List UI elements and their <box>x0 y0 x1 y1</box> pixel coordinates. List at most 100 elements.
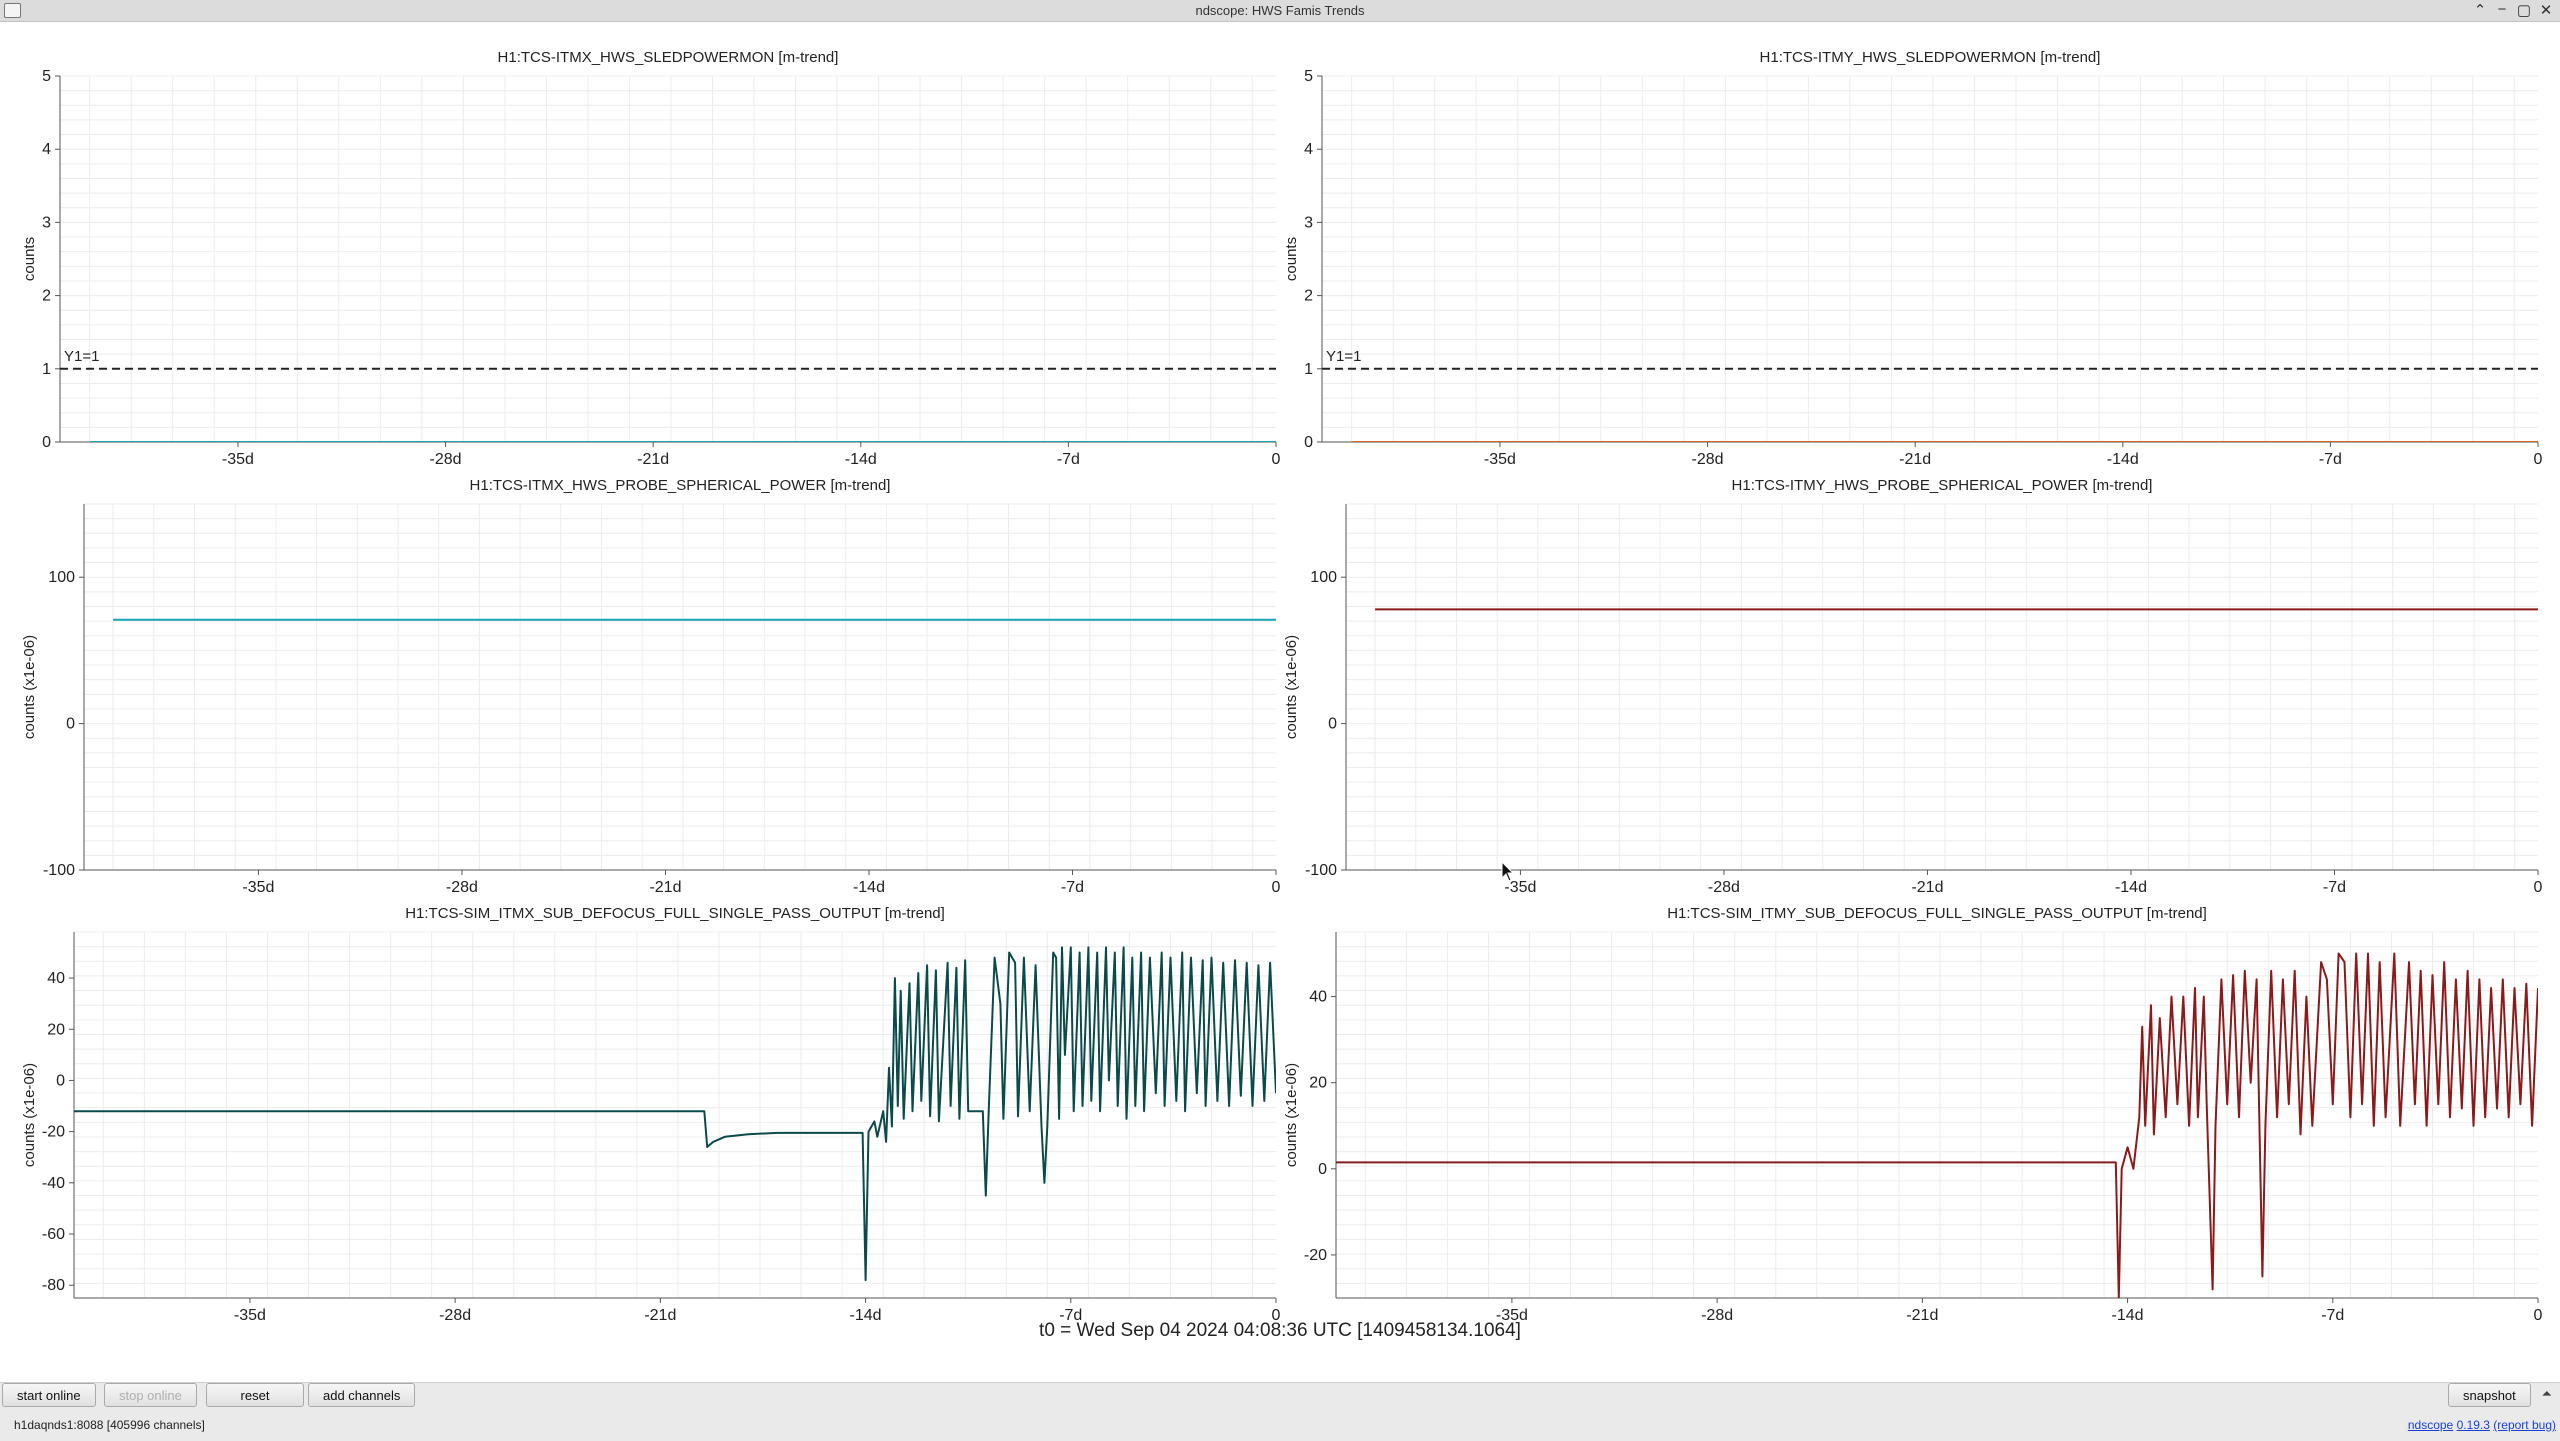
chart-panel-4[interactable]: H1:TCS-ITMY_HWS_PROBE_SPHERICAL_POWER [m… <box>1283 477 2543 896</box>
x-tick-label: 0 <box>2534 1307 2543 1324</box>
x-tick-label: 0 <box>2534 879 2543 896</box>
snapshot-button[interactable]: snapshot <box>2448 1383 2531 1407</box>
chart-panel-2[interactable]: H1:TCS-ITMY_HWS_SLEDPOWERMON [m-trend] 0 1… <box>1283 49 2543 468</box>
x-tick-label: -28d <box>1708 879 1740 896</box>
x-tick-label: -21d <box>649 879 681 896</box>
add-channels-button[interactable]: add channels <box>308 1383 416 1407</box>
x-tick-label: -35d <box>1504 879 1536 896</box>
x-tick-label: -7d <box>1057 451 1080 468</box>
mouse-cursor-icon <box>1501 860 1515 882</box>
y-tick-label: 1 <box>42 361 51 378</box>
x-tick-label: -28d <box>446 879 478 896</box>
grid <box>1336 931 2538 1299</box>
y-tick-label: 0 <box>42 434 51 451</box>
y-tick-label: -60 <box>42 1226 65 1243</box>
x-tick-label: -28d <box>430 451 462 468</box>
y-tick-label: -100 <box>1305 862 1337 879</box>
y-tick-label: 100 <box>1310 569 1337 586</box>
chart-panel-1[interactable]: H1:TCS-ITMX_HWS_SLEDPOWERMON [m-trend] 0 1… <box>21 49 1281 468</box>
x-tick-label: -28d <box>1701 1307 1733 1324</box>
x-tick-label: -14d <box>853 879 885 896</box>
app-icon <box>4 3 21 18</box>
threshold-label: Y1=1 <box>64 348 99 365</box>
y-tick-label: 3 <box>1304 214 1313 231</box>
control-bar <box>0 1382 2560 1441</box>
y-tick-label: 4 <box>1304 141 1313 158</box>
y-tick-label: 0 <box>1328 716 1337 733</box>
y-tick-label: 40 <box>1309 989 1327 1006</box>
x-tick-label: -21d <box>1911 879 1943 896</box>
x-tick-label: -35d <box>234 1307 266 1324</box>
x-tick-label: 0 <box>2534 451 2543 468</box>
y-tick-label: 0 <box>66 716 75 733</box>
y-tick-label: -20 <box>1304 1247 1327 1264</box>
start-online-button[interactable]: start online <box>2 1383 96 1407</box>
grid <box>84 503 1276 871</box>
ndscope-link[interactable]: ndscope <box>2407 1418 2454 1432</box>
x-tick-label: -35d <box>1496 1307 1528 1324</box>
chart-panel-3[interactable]: H1:TCS-ITMX_HWS_PROBE_SPHERICAL_POWER [m… <box>21 477 1281 896</box>
chart-title: H1:TCS-SIM_ITMX_SUB_DEFOCUS_FULL_SINGLE_… <box>405 905 945 922</box>
window-titlebar: ndscope: HWS Famis Trends ⌃ − ▢ ✕ <box>0 0 2560 22</box>
y-axis-label: counts <box>1283 237 1300 281</box>
y-tick-label: 3 <box>42 214 51 231</box>
x-tick-label: 0 <box>1272 451 1281 468</box>
x-tick-label: -21d <box>1906 1307 1938 1324</box>
y-tick-label: -40 <box>42 1175 65 1192</box>
threshold-label: Y1=1 <box>1326 348 1361 365</box>
stop-online-button: stop online <box>104 1383 197 1407</box>
y-axis-label: counts (x1e-06) <box>1283 1063 1300 1167</box>
version-link[interactable]: 0.19.3 <box>2456 1418 2490 1432</box>
chart-title: H1:TCS-ITMX_HWS_PROBE_SPHERICAL_POWER [m… <box>470 477 891 494</box>
t0-label: t0 = Wed Sep 04 2024 04:08:36 UTC [14094… <box>1039 1320 1521 1341</box>
chart-title: H1:TCS-ITMY_HWS_PROBE_SPHERICAL_POWER [m… <box>1732 477 2153 494</box>
x-tick-label: -28d <box>1692 451 1724 468</box>
x-tick-label: 0 <box>1272 879 1281 896</box>
maximize-window-icon[interactable]: ▢ <box>2516 2 2532 19</box>
reset-button[interactable]: reset <box>206 1383 304 1407</box>
x-tick-label: -7d <box>1061 879 1084 896</box>
y-axis-label: counts <box>21 237 38 281</box>
y-tick-label: 40 <box>47 970 65 987</box>
x-tick-label: -21d <box>1899 451 1931 468</box>
grid <box>1346 503 2538 871</box>
window-title: ndscope: HWS Famis Trends <box>1195 3 1365 18</box>
y-tick-label: 0 <box>1318 1161 1327 1178</box>
y-tick-label: -20 <box>42 1124 65 1141</box>
collapse-panel-icon[interactable]: ⏶ <box>2541 1386 2552 1401</box>
series-line-1 <box>74 946 1276 1282</box>
plot-canvas[interactable]: H1:TCS-ITMX_HWS_SLEDPOWERMON [m-trend] 0 1… <box>0 22 2560 1342</box>
x-tick-label: -7d <box>2319 451 2342 468</box>
x-tick-label: -21d <box>637 451 669 468</box>
x-tick-label: -14d <box>2107 451 2139 468</box>
x-tick-label: -14d <box>2112 1307 2144 1324</box>
x-tick-label: -7d <box>2321 1307 2344 1324</box>
chart-title: H1:TCS-SIM_ITMY_SUB_DEFOCUS_FULL_SINGLE_… <box>1667 905 2207 922</box>
report-bug-link[interactable]: (report bug) <box>2493 1418 2556 1432</box>
series-line-1 <box>1336 952 2538 1298</box>
y-tick-label: 1 <box>1304 361 1313 378</box>
y-tick-label: 0 <box>56 1072 65 1089</box>
x-tick-label: -28d <box>439 1307 471 1324</box>
y-tick-label: 2 <box>1304 288 1313 305</box>
minimize-window-icon[interactable]: − <box>2497 1 2507 18</box>
y-axis-label: counts (x1e-06) <box>1283 635 1300 739</box>
y-tick-label: 4 <box>42 141 51 158</box>
chart-panel-5[interactable]: H1:TCS-SIM_ITMX_SUB_DEFOCUS_FULL_SINGLE_… <box>21 905 1281 1324</box>
x-tick-label: -7d <box>2323 879 2346 896</box>
x-tick-label: -21d <box>644 1307 676 1324</box>
x-tick-label: -35d <box>242 879 274 896</box>
x-tick-label: -14d <box>850 1307 882 1324</box>
version-info: ndscope 0.19.3 (report bug) <box>2408 1418 2556 1432</box>
x-tick-label: -14d <box>2115 879 2147 896</box>
x-tick-label: -35d <box>222 451 254 468</box>
shade-window-icon[interactable]: ⌃ <box>2473 2 2487 19</box>
y-tick-label: 5 <box>1304 68 1313 85</box>
x-tick-label: 0 <box>1272 1307 1281 1324</box>
y-axis-label: counts (x1e-06) <box>21 635 38 739</box>
grid <box>1322 75 2538 443</box>
chart-panel-6[interactable]: H1:TCS-SIM_ITMY_SUB_DEFOCUS_FULL_SINGLE_… <box>1283 905 2543 1324</box>
close-window-icon[interactable]: ✕ <box>2539 2 2553 19</box>
x-tick-label: -35d <box>1484 451 1516 468</box>
y-tick-label: 20 <box>1309 1075 1327 1092</box>
